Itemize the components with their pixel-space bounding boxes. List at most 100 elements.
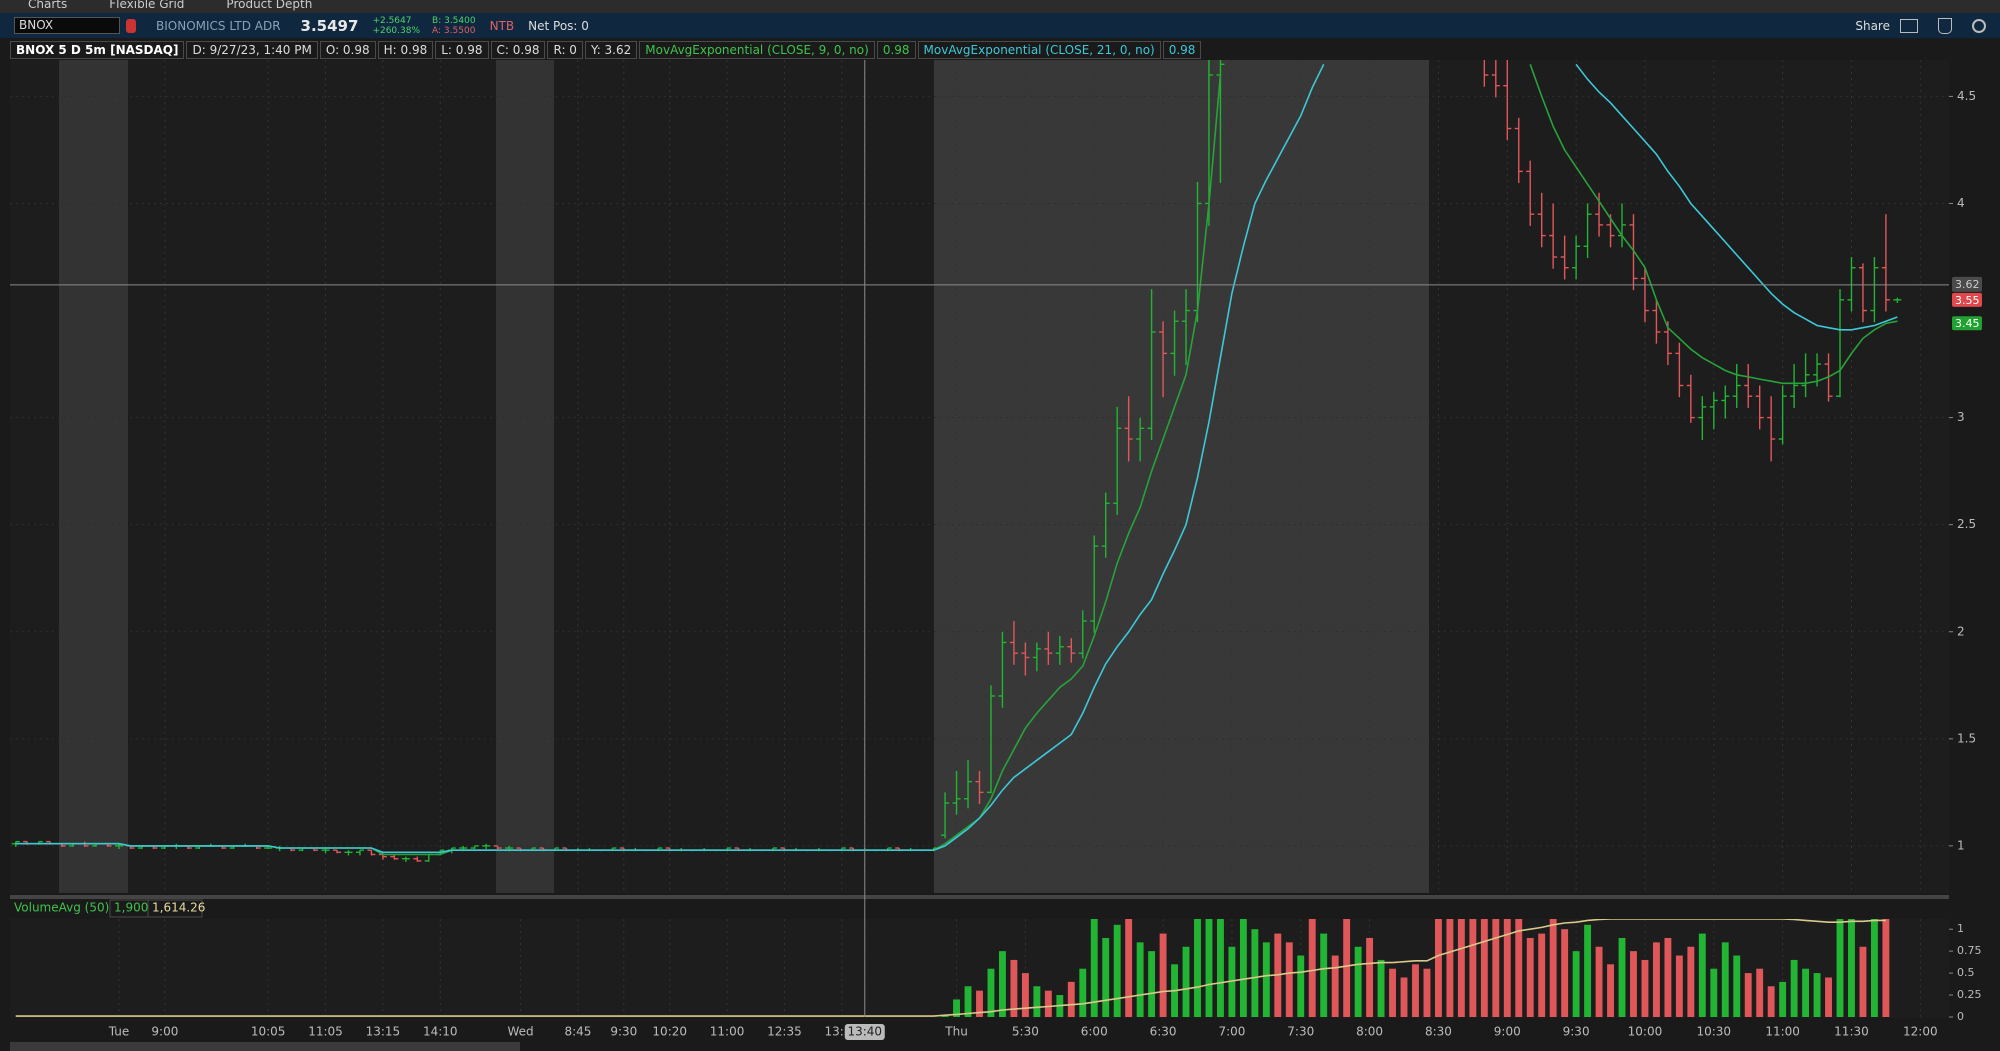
volume-bar [1515, 919, 1523, 1017]
y-tick-label: 1 [1957, 838, 1965, 852]
x-tick-label: 9:30 [1563, 1025, 1590, 1039]
volume-average-line [15, 919, 1886, 1017]
bid: B: 3.5400 [432, 15, 476, 26]
volume-bar [1584, 924, 1592, 1017]
volume-bar [1652, 942, 1660, 1017]
share-button[interactable]: Share [1855, 18, 1890, 33]
crosshair-price: 3.62 [1955, 278, 1980, 291]
x-tick-label: 12:00 [1903, 1025, 1938, 1039]
volume-bar [1090, 919, 1098, 1017]
x-tick-label: 7:00 [1218, 1025, 1245, 1039]
x-tick-label: 11:30 [1834, 1025, 1869, 1039]
x-tick-label: 13:15 [366, 1025, 401, 1039]
x-tick-label: Wed [507, 1025, 533, 1039]
volume-bar [976, 990, 983, 1017]
volume-bar [1389, 968, 1396, 1017]
volume-bar [964, 986, 972, 1017]
settings-icon[interactable] [1972, 18, 1986, 33]
volume-current: 1,900 [114, 901, 148, 915]
volume-bar [1561, 929, 1569, 1017]
tab-strip: Charts Flexible Grid Product Depth [0, 0, 2000, 13]
y-tick-label: 2.5 [1957, 517, 1976, 531]
volume-bar [1308, 919, 1316, 1017]
volume-bar [1102, 937, 1110, 1017]
crosshair-time-box [844, 1024, 885, 1040]
x-tick-label: 7:30 [1287, 1025, 1314, 1039]
volume-bar [1595, 946, 1603, 1017]
volume-bar [1756, 968, 1764, 1017]
info-item: D: 9/27/23, 1:40 PM [186, 41, 318, 59]
volume-average: 1,614.26 [152, 901, 205, 915]
volume-bar [1113, 924, 1121, 1017]
info-item: O: 0.98 [319, 41, 376, 59]
price-marker [1952, 292, 1982, 307]
x-tick-label: 9:30 [610, 1025, 637, 1039]
volume-bar [1457, 919, 1465, 1017]
volume-bar [1779, 981, 1787, 1017]
x-tick-label: Tue [108, 1025, 130, 1039]
session-shade [934, 60, 1429, 893]
volume-bar [1148, 951, 1156, 1017]
volume-tick-label: 0.25 [1957, 988, 1982, 1001]
tab[interactable]: Product Depth [226, 0, 313, 11]
volume-bar [1067, 981, 1075, 1017]
study-value: 0.98 [876, 41, 916, 59]
y-tick-label: 1.5 [1957, 731, 1976, 745]
volume-bar [1675, 955, 1683, 1017]
volume-bar [1331, 955, 1339, 1017]
tab[interactable]: Flexible Grid [109, 0, 185, 11]
volume-bar [1159, 933, 1167, 1017]
study-value: 0.98 [1162, 41, 1202, 59]
info-item: C: 0.98 [490, 41, 546, 59]
ask: A: 3.5500 [432, 25, 476, 36]
x-tick-label: 8:30 [1425, 1025, 1452, 1039]
link-icon[interactable] [126, 18, 136, 33]
volume-bar [1526, 937, 1534, 1017]
price-axis [1949, 60, 2000, 1020]
symbol-bar: BNOX BIONOMICS LTD ADR 3.5497 +2.5647 +26… [0, 13, 2000, 38]
volume-tick-label: 0.5 [1957, 966, 1975, 979]
x-tick-label: 11:00 [1765, 1025, 1800, 1039]
volume-bar [1285, 942, 1293, 1017]
volume-bar [1412, 964, 1419, 1017]
price-plot [10, 60, 1949, 893]
volume-bar [1251, 929, 1259, 1017]
x-tick-label: 5:30 [1012, 1025, 1039, 1039]
x-tick-label: 9:00 [151, 1025, 178, 1039]
legend-entry: MovAvgExponential (CLOSE, 9, 0, no) [639, 41, 875, 59]
volume-bar [1630, 951, 1637, 1017]
volume-tick-label: 0.75 [1957, 944, 1982, 957]
volume-bar [1744, 973, 1752, 1017]
info-item: Y: 3.62 [584, 41, 638, 59]
volume-bar [1870, 919, 1878, 1017]
volume-bar [1503, 919, 1511, 1017]
x-tick-label: 9:00 [1494, 1025, 1521, 1039]
volume-bar [941, 1015, 949, 1017]
y-tick-label: 2 [1957, 624, 1965, 638]
legend-entry: MovAvgExponential (CLOSE, 21, 0, no) [917, 41, 1161, 59]
scrollbar[interactable] [10, 1042, 520, 1051]
icon[interactable] [1900, 18, 1918, 33]
icon[interactable] [1938, 17, 1952, 34]
x-tick-label: 8:45 [564, 1025, 591, 1039]
volume-bar [1446, 919, 1454, 1017]
change-percent: +260.38% [372, 25, 421, 36]
volume-bar [1687, 946, 1695, 1017]
volume-bar [1836, 919, 1844, 1017]
volume-bar [1733, 955, 1741, 1017]
volume-bar [1010, 959, 1018, 1017]
symbol-input[interactable]: BNOX [14, 17, 120, 34]
tab[interactable]: Charts [28, 0, 68, 11]
description: BIONOMICS LTD ADR [156, 18, 281, 33]
volume-bar [1021, 973, 1029, 1017]
volume-bar [987, 968, 995, 1017]
volume-bar [1572, 951, 1580, 1017]
volume-bar [1480, 919, 1488, 1017]
volume-bar [1136, 942, 1144, 1017]
change: +2.5647 +260.38% [372, 16, 420, 36]
volume-plot [15, 919, 1921, 1017]
x-tick-label: 14:10 [423, 1025, 458, 1039]
quote: B: 3.5400 A: 3.5500 [432, 16, 476, 36]
status: NTB [489, 18, 515, 33]
